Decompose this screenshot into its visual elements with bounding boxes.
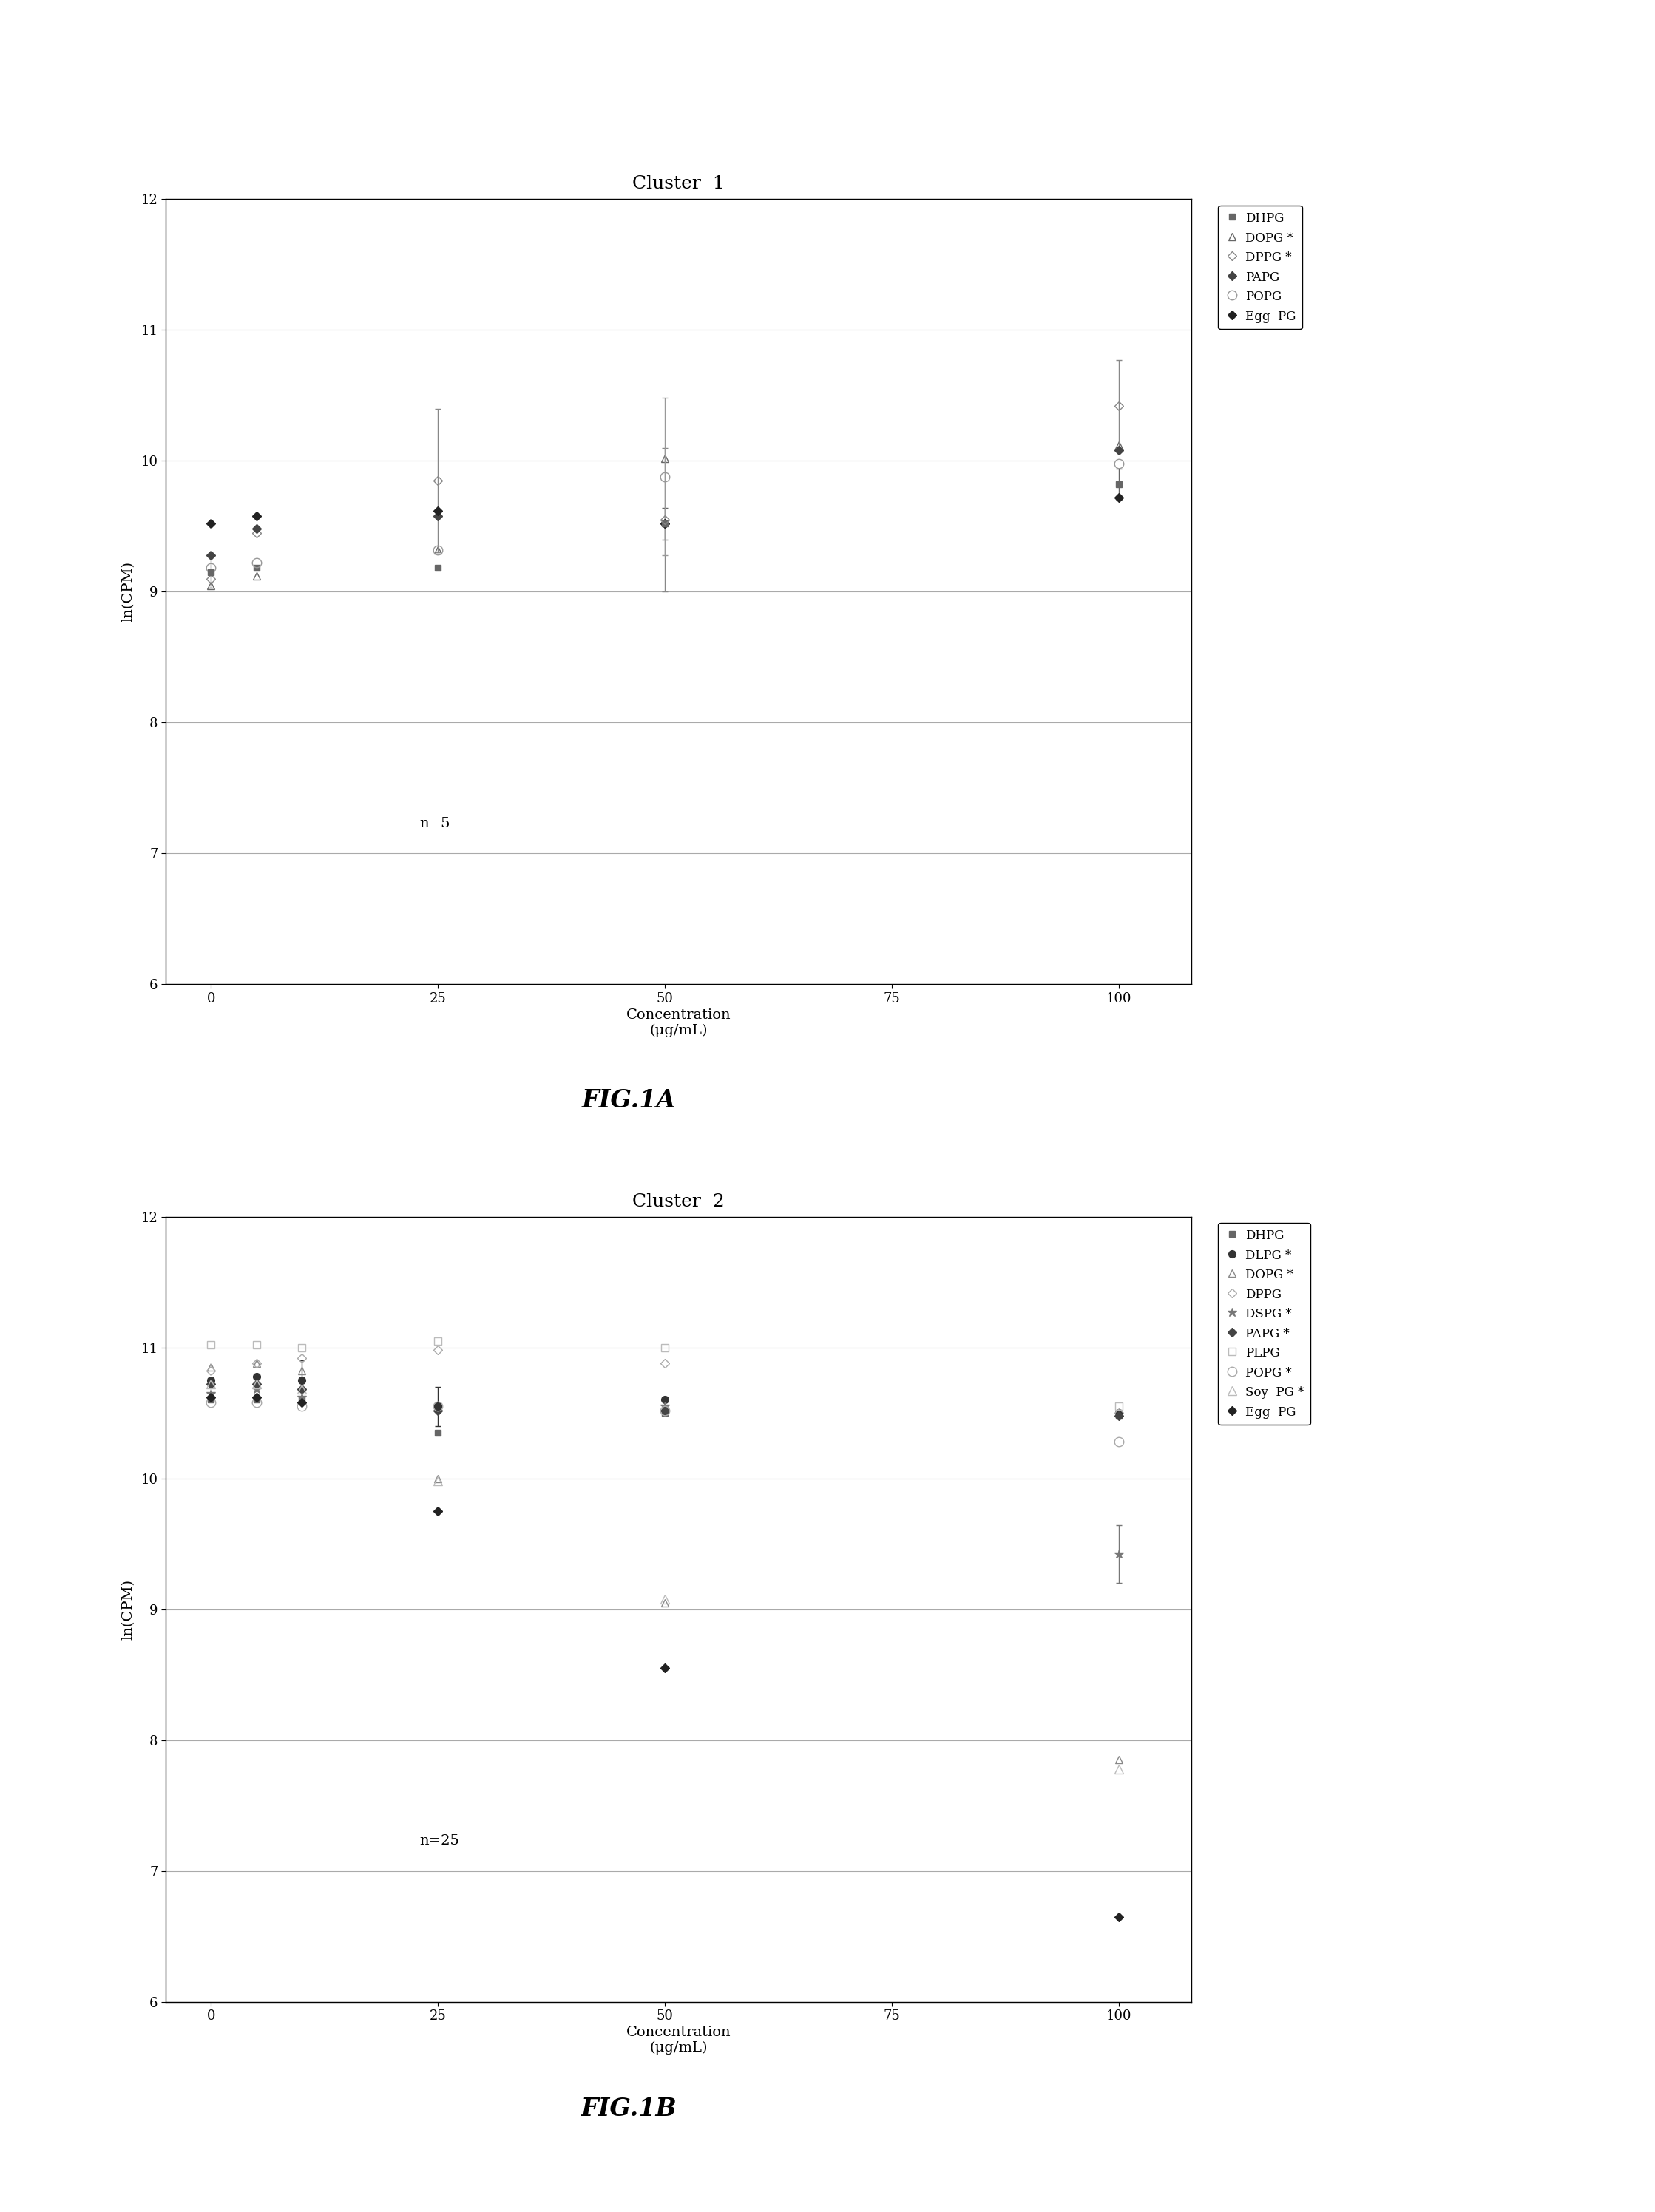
Text: n=5: n=5 <box>420 816 450 830</box>
Legend: DHPG, DLPG *, DOPG *, DPPG, DSPG *, PAPG *, PLPG, POPG *, Soy  PG *, Egg  PG: DHPG, DLPG *, DOPG *, DPPG, DSPG *, PAPG… <box>1218 1223 1311 1425</box>
Y-axis label: ln(CPM): ln(CPM) <box>121 1579 134 1639</box>
Title: Cluster  1: Cluster 1 <box>632 175 725 192</box>
X-axis label: Concentration
(μg/mL): Concentration (μg/mL) <box>626 1009 732 1037</box>
Text: FIG.1A: FIG.1A <box>583 1088 675 1113</box>
Y-axis label: ln(CPM): ln(CPM) <box>121 562 134 622</box>
X-axis label: Concentration
(μg/mL): Concentration (μg/mL) <box>626 2026 732 2055</box>
Text: FIG.1B: FIG.1B <box>581 2097 677 2121</box>
Legend: DHPG, DOPG *, DPPG *, PAPG, POPG, Egg  PG: DHPG, DOPG *, DPPG *, PAPG, POPG, Egg PG <box>1218 206 1302 330</box>
Text: n=25: n=25 <box>420 1834 460 1847</box>
Title: Cluster  2: Cluster 2 <box>632 1192 725 1210</box>
